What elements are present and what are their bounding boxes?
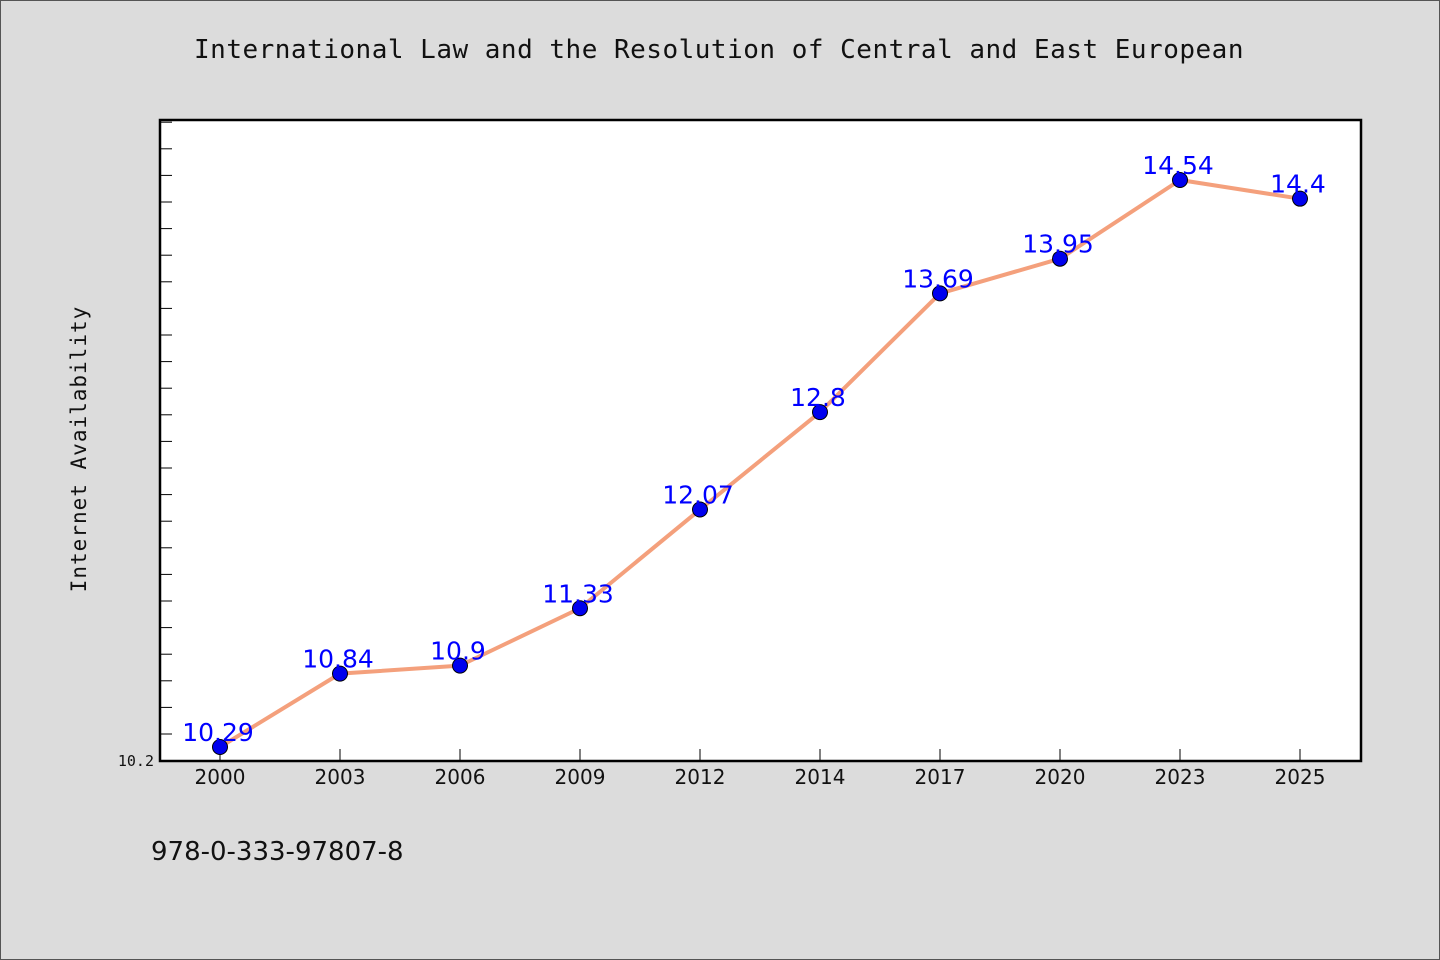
- data-label: 10.84: [302, 645, 374, 674]
- data-label: 13.95: [1022, 230, 1094, 259]
- data-label: 11.33: [542, 579, 614, 608]
- data-point: [1172, 172, 1188, 188]
- x-tick-label: 2006: [435, 765, 486, 789]
- data-label: 14.54: [1142, 151, 1214, 180]
- data-label: 10.9: [430, 637, 486, 666]
- data-point: [812, 404, 828, 421]
- y-tick-label: 10.2: [118, 752, 154, 770]
- data-point: [452, 657, 468, 674]
- x-tick-label: 2012: [675, 765, 726, 789]
- data-point: [212, 739, 228, 755]
- data-point: [932, 285, 948, 302]
- data-point: [332, 665, 348, 682]
- x-tick-label: 2017: [915, 765, 966, 789]
- x-tick-label: 2014: [795, 765, 846, 789]
- plot-area: [158, 118, 1363, 763]
- data-label: 13.69: [902, 264, 974, 293]
- data-label: 10.29: [182, 718, 254, 747]
- data-label: 12.07: [662, 481, 734, 510]
- data-point: [572, 600, 588, 617]
- x-tick-label: 2025: [1275, 765, 1326, 789]
- data-label: 14.4: [1270, 170, 1326, 199]
- x-tick-label: 2003: [315, 765, 366, 789]
- chart-title: International Law and the Resolution of …: [194, 35, 1244, 65]
- x-tick-label: 2023: [1155, 765, 1206, 789]
- x-tick-label: 2020: [1035, 765, 1086, 789]
- data-label: 12.8: [790, 383, 846, 412]
- data-point: [1292, 190, 1308, 207]
- x-tick-label: 2009: [555, 765, 606, 789]
- series-line: [218, 178, 1301, 749]
- data-point: [1052, 250, 1068, 267]
- x-tick-label: 2000: [195, 765, 246, 789]
- isbn-text: 978-0-333-97807-8: [151, 837, 404, 867]
- data-point: [692, 501, 708, 518]
